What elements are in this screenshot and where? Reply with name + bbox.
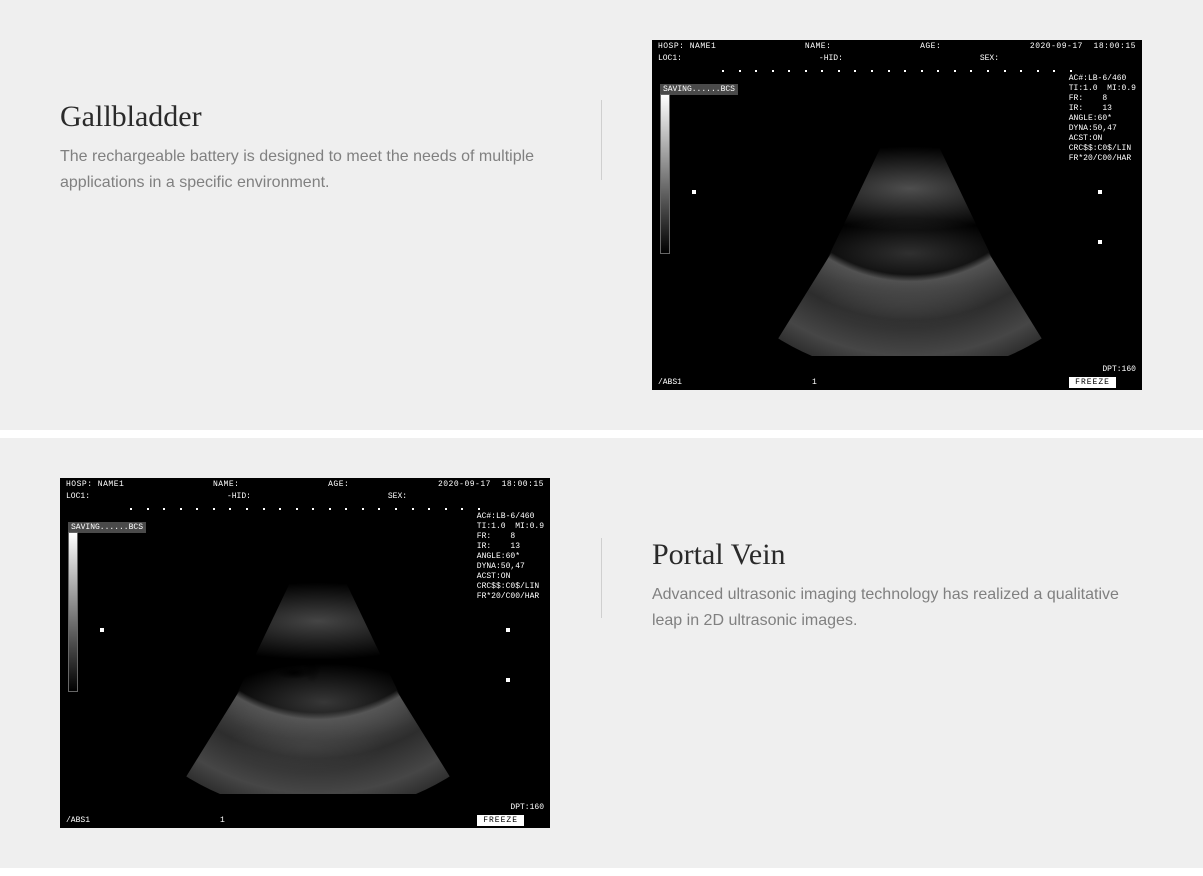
us-freeze-badge: FREEZE <box>477 815 524 826</box>
vertical-divider <box>601 538 602 618</box>
us-hid: -HID: <box>819 54 843 63</box>
us-footer-mid: 1 <box>220 816 225 825</box>
vertical-divider <box>601 100 602 180</box>
image-block: HOSP: NAME1 NAME: AGE: 2020-09-17 18:00:… <box>652 40 1143 390</box>
us-tick-left <box>692 190 696 194</box>
us-sex: SEX: <box>388 492 407 501</box>
feature-section-gallbladder: Gallbladder The rechargeable battery is … <box>0 0 1203 430</box>
us-fan-sector <box>760 86 1060 356</box>
us-params-block: AC#:LB-6/460 TI:1.0 MI:0.9 FR: 8 IR: 13 … <box>1069 74 1136 164</box>
section-title: Gallbladder <box>60 100 551 134</box>
image-block: HOSP: NAME1 NAME: AGE: 2020-09-17 18:00:… <box>60 478 551 828</box>
us-hid: -HID: <box>227 492 251 501</box>
us-tick-left <box>100 628 104 632</box>
us-scale-ticks-top <box>722 70 1072 72</box>
us-scale-ticks-top <box>130 508 480 510</box>
section-description: The rechargeable battery is designed to … <box>60 144 551 195</box>
section-title: Portal Vein <box>652 538 1143 572</box>
us-footer: /ABS1 1 FREEZE <box>652 372 1142 390</box>
ultrasound-image: HOSP: NAME1 NAME: AGE: 2020-09-17 18:00:… <box>60 478 550 828</box>
text-block: Portal Vein Advanced ultrasonic imaging … <box>652 478 1143 633</box>
section-description: Advanced ultrasonic imaging technology h… <box>652 582 1143 633</box>
us-subheader-row: LOC1: -HID: SEX: <box>60 492 550 501</box>
us-params-block: AC#:LB-6/460 TI:1.0 MI:0.9 FR: 8 IR: 13 … <box>477 512 544 602</box>
us-saving-label: SAVING......BCS <box>68 522 146 533</box>
us-loc: LOC1: <box>66 492 90 501</box>
ultrasound-image: HOSP: NAME1 NAME: AGE: 2020-09-17 18:00:… <box>652 40 1142 390</box>
us-tick-right <box>1098 190 1102 194</box>
us-loc: LOC1: <box>658 54 682 63</box>
us-saving-label: SAVING......BCS <box>660 84 738 95</box>
us-grayscale-bar <box>68 532 78 692</box>
us-footer-left: /ABS1 <box>66 816 90 825</box>
us-fan-sector <box>168 524 468 794</box>
feature-section-portal-vein: HOSP: NAME1 NAME: AGE: 2020-09-17 18:00:… <box>0 438 1203 868</box>
us-subheader-row: LOC1: -HID: SEX: <box>652 54 1142 63</box>
us-sex: SEX: <box>980 54 999 63</box>
us-tick-right <box>1098 240 1102 244</box>
us-tick-right <box>506 678 510 682</box>
text-block: Gallbladder The rechargeable battery is … <box>60 40 551 195</box>
us-tick-right <box>506 628 510 632</box>
us-footer-left: /ABS1 <box>658 378 682 387</box>
us-footer-mid: 1 <box>812 378 817 387</box>
us-footer: /ABS1 1 FREEZE <box>60 810 550 828</box>
us-grayscale-bar <box>660 94 670 254</box>
us-freeze-badge: FREEZE <box>1069 377 1116 388</box>
